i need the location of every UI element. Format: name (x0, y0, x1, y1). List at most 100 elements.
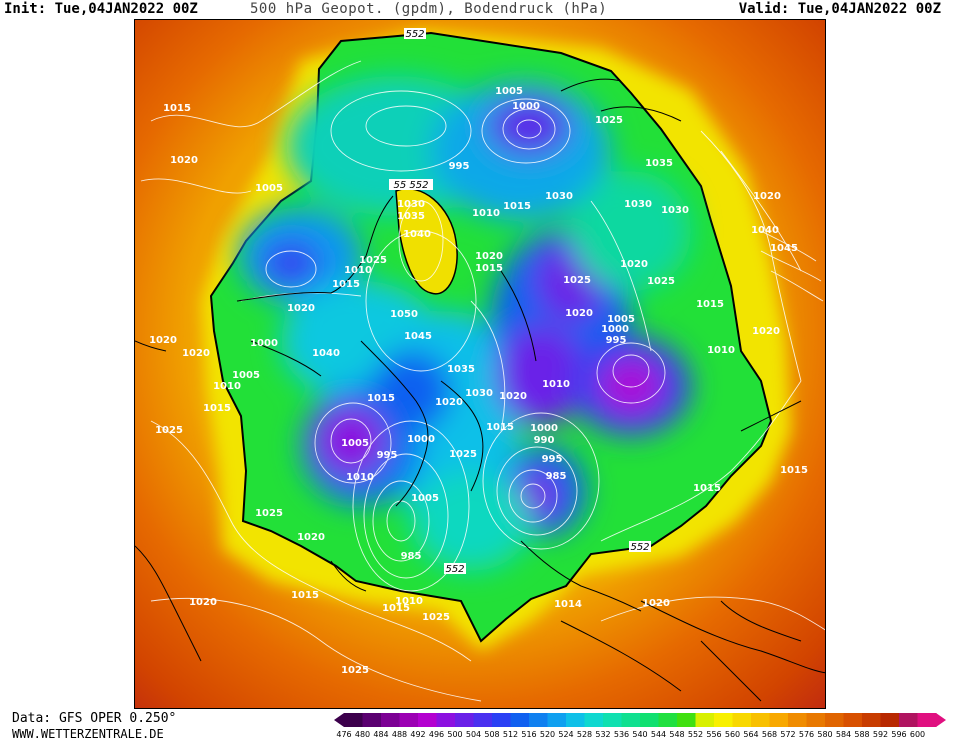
pressure-label: 1025 (595, 115, 623, 126)
geopotential-ridge-greenland (395, 188, 458, 295)
pressure-label: 1015 (780, 465, 808, 476)
colorbar-tick: 488 (391, 730, 408, 739)
pressure-label: 1015 (332, 279, 360, 290)
valid-time: Valid: Tue,04JAN2022 00Z (738, 1, 941, 17)
colorbar-cell (640, 713, 659, 727)
pressure-label: 1015 (203, 403, 231, 414)
contour-label: 552 (445, 564, 464, 575)
colorbar-tick: 564 (743, 730, 759, 739)
colorbar-tick: 560 (724, 730, 741, 739)
pressure-label: 1020 (565, 308, 593, 319)
pressure-label: 1015 (163, 103, 191, 114)
pressure-label: 1000 (530, 423, 558, 434)
pressure-label: 1040 (751, 225, 779, 236)
colorbar-tick: 600 (909, 730, 926, 739)
pressure-label: 1005 (495, 86, 523, 97)
pressure-label: 1020 (642, 598, 670, 609)
website-link[interactable]: WWW.WETTERZENTRALE.DE (12, 727, 164, 741)
colorbar-cell (510, 713, 530, 727)
colorbar-tick: 516 (521, 730, 537, 739)
pressure-label: 1010 (344, 265, 372, 276)
pressure-label: 1025 (359, 255, 387, 266)
colorbar-cell (917, 713, 937, 727)
colorbar-cell (344, 713, 363, 727)
pressure-label: 1045 (404, 331, 432, 342)
colorbar-cell (769, 713, 789, 727)
colorbar-cell (547, 713, 567, 727)
colorbar-cell (751, 713, 770, 727)
colorbar-tick: 580 (817, 730, 833, 739)
colorbar-cell (492, 713, 511, 727)
pressure-label: 1025 (422, 612, 450, 623)
colorbar-tick: 596 (891, 730, 907, 739)
pressure-label: 1010 (542, 379, 570, 390)
pressure-label: 1015 (382, 603, 410, 614)
colorbar-tick: 484 (373, 730, 389, 739)
geopotential-low-fields (239, 76, 691, 571)
colorbar-cell (806, 713, 826, 727)
colorbar-tick: 496 (428, 730, 445, 739)
colorbar-cell (732, 713, 752, 727)
colorbar-cell (418, 713, 437, 727)
colorbar-cell (899, 713, 918, 727)
pressure-label: 985 (546, 471, 567, 482)
pressure-label: 1030 (545, 191, 573, 202)
pressure-label: 1000 (512, 101, 540, 112)
pressure-label: 1010 (707, 345, 735, 356)
colorbar-tick: 548 (669, 730, 685, 739)
pressure-label: 1005 (232, 370, 260, 381)
contour-label: 552 (405, 29, 424, 40)
colorbar-tick: 584 (835, 730, 852, 739)
pressure-label: 1040 (312, 348, 340, 359)
pressure-label: 1020 (620, 259, 648, 270)
colorbar-tick: 544 (650, 730, 667, 739)
init-time: Init: Tue,04JAN2022 00Z (4, 1, 198, 17)
colorbar-cell (658, 713, 678, 727)
colorbar-cell (825, 713, 844, 727)
colorbar-tick: 492 (410, 730, 426, 739)
colorbar-cell (399, 713, 419, 727)
chart-title: 500 hPa Geopot. (gpdm), Bodendruck (hPa) (250, 1, 608, 17)
colorbar-cell (843, 713, 863, 727)
colorbar (334, 713, 946, 727)
colorbar-tick: 524 (558, 730, 574, 739)
footer-bar: Data: GFS OPER 0.250° WWW.WETTERZENTRALE… (0, 710, 959, 741)
pressure-label: 1035 (645, 158, 673, 169)
pressure-label: 1030 (624, 199, 652, 210)
pressure-label: 1015 (693, 483, 721, 494)
colorbar-cell (880, 713, 900, 727)
pressure-label: 1015 (503, 201, 531, 212)
isobar-lines (140, 60, 825, 702)
colorbar-left-arrow (334, 713, 344, 727)
colorbar-tick: 504 (465, 730, 482, 739)
pressure-label: 1020 (752, 326, 780, 337)
pressure-label: 1010 (346, 472, 374, 483)
pressure-label: 1014 (554, 599, 582, 610)
colorbar-tick: 556 (706, 730, 722, 739)
pressure-label: 1020 (287, 303, 315, 314)
colorbar-right-arrow (936, 713, 946, 727)
pressure-label: 985 (401, 551, 422, 562)
colorbar-cell (603, 713, 622, 727)
coastlines (135, 78, 825, 702)
colorbar-cell (473, 713, 493, 727)
pressure-label: 1035 (397, 211, 425, 222)
pressure-label: 1020 (435, 397, 463, 408)
colorbar-cell (455, 713, 474, 727)
pressure-label: 1025 (155, 425, 183, 436)
colorbar-cell (621, 713, 641, 727)
colorbar-cell (788, 713, 807, 727)
pressure-label: 1015 (475, 263, 503, 274)
contour-label: 55 552 (394, 180, 429, 191)
pressure-label: 1030 (661, 205, 689, 216)
pressure-label: 1045 (770, 243, 798, 254)
pressure-label: 1050 (390, 309, 418, 320)
pressure-label: 1005 (607, 314, 635, 325)
pressure-label: 1015 (291, 590, 319, 601)
colorbar-tick: 552 (687, 730, 704, 739)
header-bar: Init: Tue,04JAN2022 00Z 500 hPa Geopot. … (0, 0, 959, 18)
weather-map[interactable]: 1005 1000 1025 1015 1020 1005 995 1035 1030 1035 1… (134, 19, 826, 709)
data-source: Data: GFS OPER 0.250° (12, 711, 177, 726)
pressure-label: 1010 (395, 596, 423, 607)
pressure-label: 1025 (341, 665, 369, 676)
